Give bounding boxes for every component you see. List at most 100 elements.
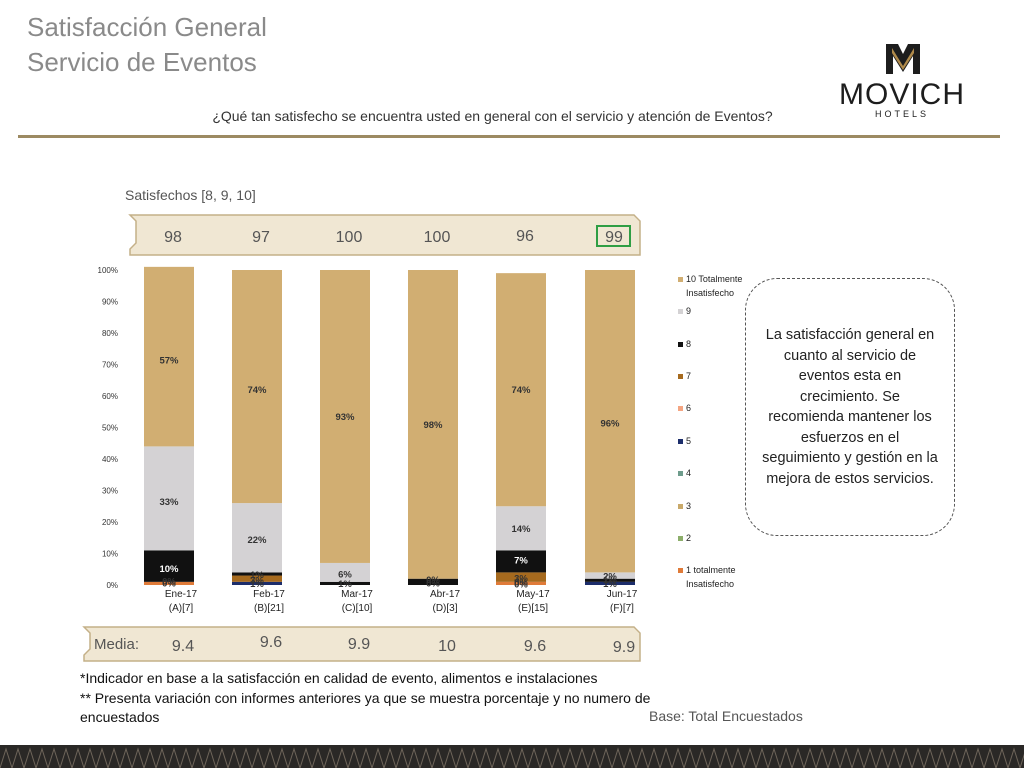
footer-pattern-stroke xyxy=(59,747,73,768)
legend-swatch xyxy=(678,277,683,282)
data-label: 3% xyxy=(514,573,528,584)
footer-pattern-stroke xyxy=(119,747,133,768)
footer-pattern-stroke xyxy=(839,747,853,768)
footer-pattern-stroke xyxy=(491,747,505,768)
legend-label: 5 xyxy=(686,436,691,446)
footer-pattern-stroke xyxy=(731,747,745,768)
x-tick-label: May-17 xyxy=(516,589,550,600)
footer-pattern-stroke xyxy=(623,747,637,768)
bar-segment xyxy=(144,266,194,447)
footer-pattern-stroke xyxy=(407,747,421,768)
satisfied-value: 99 xyxy=(605,229,623,246)
footer-pattern-stroke xyxy=(203,747,217,768)
data-label: 1% xyxy=(250,579,264,590)
bar-segment xyxy=(496,273,546,507)
base-note: Base: Total Encuestados xyxy=(649,708,803,724)
x-tick-sublabel: (C)[10] xyxy=(342,603,373,614)
footer-pattern-stroke xyxy=(863,747,877,768)
footnote-2: ** Presenta variación con informes anter… xyxy=(80,689,651,726)
data-label: 98% xyxy=(423,420,443,431)
title-line-1: Satisfacción General xyxy=(27,12,267,42)
satisfied-banner xyxy=(128,214,641,256)
footer-pattern-stroke xyxy=(35,747,49,768)
footer-pattern-stroke xyxy=(359,747,373,768)
footer-pattern-stroke xyxy=(995,747,1009,768)
legend-label-line2: Insatisfecho xyxy=(686,579,734,589)
highlight-box xyxy=(596,225,631,247)
footer-pattern-stroke xyxy=(683,747,697,768)
bar-segment xyxy=(496,581,546,585)
footer-pattern-stroke xyxy=(311,747,325,768)
y-tick-label: 70% xyxy=(102,361,118,370)
legend-label: 3 xyxy=(686,501,691,511)
x-tick-label: Abr-17 xyxy=(430,589,460,600)
bar-segment xyxy=(232,270,282,504)
legend-label: 9 xyxy=(686,306,691,316)
y-tick-label: 40% xyxy=(102,455,118,464)
footer-pattern-stroke xyxy=(503,747,517,768)
x-tick-sublabel: (E)[15] xyxy=(518,603,548,614)
bar-segment xyxy=(232,575,282,582)
bar-segment xyxy=(585,270,635,573)
bar-segment xyxy=(496,506,546,551)
footer-pattern-stroke xyxy=(779,747,793,768)
footer-pattern-stroke xyxy=(815,747,829,768)
footnote-1: *Indicador en base a la satisfacción en … xyxy=(80,670,598,686)
footer-pattern-stroke xyxy=(875,747,889,768)
legend-label: 7 xyxy=(686,371,691,381)
data-label: 0% xyxy=(514,580,528,591)
footer-pattern-stroke xyxy=(251,747,265,768)
x-tick-sublabel: (A)[7] xyxy=(169,603,194,614)
footer-pattern-stroke xyxy=(431,747,445,768)
data-label: 1% xyxy=(338,579,352,590)
x-tick-sublabel: (B)[21] xyxy=(254,603,284,614)
footer-pattern xyxy=(0,747,1024,768)
footer-pattern-stroke xyxy=(827,747,841,768)
footer-pattern-stroke xyxy=(383,747,397,768)
insight-note: La satisfacción general en cuanto al ser… xyxy=(745,278,955,536)
data-label: 3% xyxy=(250,575,264,586)
footer-pattern-stroke xyxy=(599,747,613,768)
footer-pattern-stroke xyxy=(11,747,25,768)
y-tick-label: 0% xyxy=(106,581,118,590)
x-tick-label: Ene-17 xyxy=(165,589,198,600)
bar-segment xyxy=(232,503,282,573)
footer-pattern-stroke xyxy=(1007,747,1021,768)
x-tick-label: Mar-17 xyxy=(341,589,373,600)
insight-text: La satisfacción general en cuanto al ser… xyxy=(762,327,938,487)
footer-pattern-stroke xyxy=(275,747,289,768)
footer-pattern-stroke xyxy=(899,747,913,768)
logo-subtitle: HOTELS xyxy=(874,109,929,119)
satisfied-value: 100 xyxy=(336,229,363,246)
media-label: Media: xyxy=(94,636,139,653)
footer-pattern-stroke xyxy=(887,747,901,768)
bar-segment xyxy=(408,578,458,585)
legend-swatch xyxy=(678,568,683,573)
data-label: 0% xyxy=(162,577,176,588)
data-label: 7% xyxy=(514,555,528,566)
legend-swatch xyxy=(678,374,683,379)
bar-segment xyxy=(585,581,635,585)
media-banner xyxy=(82,626,641,662)
footer-pattern-stroke xyxy=(743,747,757,768)
bar-segment xyxy=(232,572,282,576)
footer-pattern-stroke xyxy=(467,747,481,768)
data-label: 1% xyxy=(250,570,264,581)
data-label: 0% xyxy=(514,577,528,588)
media-value: 9.9 xyxy=(613,639,635,656)
footer-pattern-stroke xyxy=(791,747,805,768)
footer-pattern-stroke xyxy=(95,747,109,768)
footer-pattern-stroke xyxy=(587,747,601,768)
footer-pattern-stroke xyxy=(395,747,409,768)
x-tick-sublabel: (F)[7] xyxy=(610,603,634,614)
footer-pattern-stroke xyxy=(239,747,253,768)
title-line-2: Servicio de Eventos xyxy=(27,47,257,77)
footer-pattern-stroke xyxy=(563,747,577,768)
footer-pattern-stroke xyxy=(767,747,781,768)
x-tick-sublabel: (D)[3] xyxy=(433,603,458,614)
footer-pattern-stroke xyxy=(371,747,385,768)
y-tick-label: 80% xyxy=(102,329,118,338)
movich-logo-icon xyxy=(886,44,920,74)
bar-segment xyxy=(585,578,635,582)
footer-pattern-stroke xyxy=(83,747,97,768)
